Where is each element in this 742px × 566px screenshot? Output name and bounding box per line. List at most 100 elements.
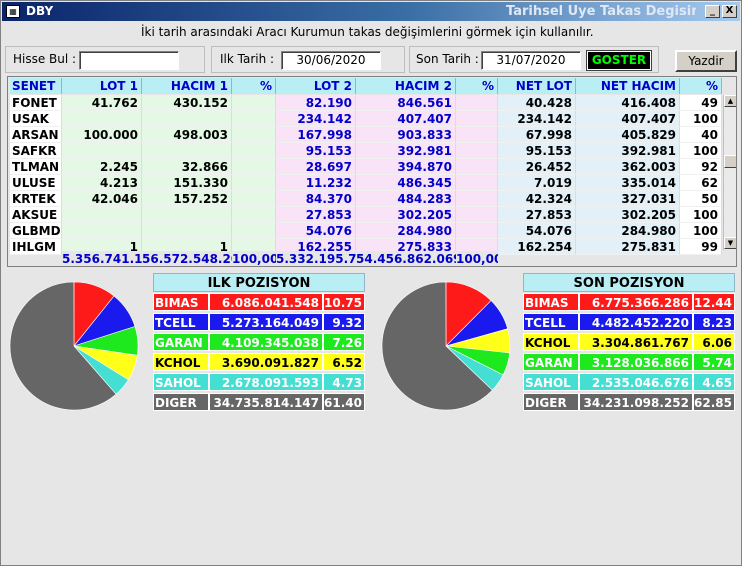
cell-netlot[interactable]: 7.019 xyxy=(498,175,576,191)
cell-lot2[interactable]: 54.076 xyxy=(276,223,356,239)
title-bar[interactable]: ▦ DBY Tarihsel Uye Takas Degisim _ X xyxy=(2,2,740,21)
grid-vertical-scrollbar[interactable]: ▲ ▼ xyxy=(723,95,736,250)
cell-pct2[interactable] xyxy=(456,159,498,175)
takas-grid[interactable]: SENET LOT 1 HACIM 1% LOT 2 HACIM 2% NET LOT NE… xyxy=(7,76,737,267)
cell-hacim2[interactable]: 486.345 xyxy=(356,175,456,191)
cell-pct1[interactable] xyxy=(232,143,276,159)
cell-senet[interactable]: KRTEK xyxy=(10,191,62,207)
cell-senet[interactable]: TLMAN xyxy=(10,159,62,175)
cell-lot2[interactable]: 95.153 xyxy=(276,143,356,159)
cell-hacim1[interactable]: 430.152 xyxy=(142,95,232,111)
cell-hacim1[interactable]: 498.003 xyxy=(142,127,232,143)
cell-lot1[interactable]: 2.245 xyxy=(62,159,142,175)
cell-hacim1[interactable] xyxy=(142,207,232,223)
hisse-search-input[interactable] xyxy=(79,51,179,70)
column-header-pct2[interactable]: % xyxy=(456,78,498,94)
cell-hacim2[interactable]: 846.561 xyxy=(356,95,456,111)
cell-netpct[interactable]: 92 xyxy=(680,159,722,175)
cell-netlot[interactable]: 234.142 xyxy=(498,111,576,127)
cell-netpct[interactable]: 40 xyxy=(680,127,722,143)
cell-senet[interactable]: FONET xyxy=(10,95,62,111)
cell-netlot[interactable]: 95.153 xyxy=(498,143,576,159)
cell-pct1[interactable] xyxy=(232,159,276,175)
cell-netlot[interactable]: 162.254 xyxy=(498,239,576,255)
cell-pct1[interactable] xyxy=(232,191,276,207)
column-header-netpct[interactable]: % xyxy=(680,78,722,94)
cell-pct1[interactable] xyxy=(232,95,276,111)
cell-senet[interactable]: ULUSE xyxy=(10,175,62,191)
scroll-up-icon[interactable]: ▲ xyxy=(724,95,736,107)
cell-lot1[interactable] xyxy=(62,223,142,239)
cell-senet[interactable]: USAK xyxy=(10,111,62,127)
yazdir-button[interactable]: Yazdir xyxy=(675,50,737,72)
cell-netlot[interactable]: 27.853 xyxy=(498,207,576,223)
cell-pct1[interactable] xyxy=(232,175,276,191)
cell-pct2[interactable] xyxy=(456,143,498,159)
cell-lot2[interactable]: 27.853 xyxy=(276,207,356,223)
cell-senet[interactable]: SAFKR xyxy=(10,143,62,159)
cell-hacim2[interactable]: 284.980 xyxy=(356,223,456,239)
cell-lot2[interactable]: 84.370 xyxy=(276,191,356,207)
cell-pct2[interactable] xyxy=(456,95,498,111)
cell-pct2[interactable] xyxy=(456,175,498,191)
cell-lot2[interactable]: 167.998 xyxy=(276,127,356,143)
cell-nethacim[interactable]: 335.014 xyxy=(576,175,680,191)
goster-button[interactable]: GOSTER xyxy=(587,51,651,70)
cell-pct1[interactable] xyxy=(232,207,276,223)
cell-hacim2[interactable]: 392.981 xyxy=(356,143,456,159)
cell-hacim1[interactable] xyxy=(142,223,232,239)
cell-netlot[interactable]: 54.076 xyxy=(498,223,576,239)
cell-lot1[interactable]: 42.046 xyxy=(62,191,142,207)
cell-netlot[interactable]: 42.324 xyxy=(498,191,576,207)
cell-lot1[interactable]: 4.213 xyxy=(62,175,142,191)
cell-hacim2[interactable]: 407.407 xyxy=(356,111,456,127)
son-tarih-field[interactable]: 31/07/2020 xyxy=(481,51,581,70)
scroll-down-icon[interactable]: ▼ xyxy=(724,237,736,249)
cell-netpct[interactable]: 99 xyxy=(680,239,722,255)
column-header-pct1[interactable]: % xyxy=(232,78,276,94)
cell-nethacim[interactable]: 275.831 xyxy=(576,239,680,255)
cell-lot1[interactable] xyxy=(62,207,142,223)
cell-senet[interactable]: GLBMD xyxy=(10,223,62,239)
cell-lot2[interactable]: 28.697 xyxy=(276,159,356,175)
column-header-lot1[interactable]: LOT 1 xyxy=(62,78,142,94)
cell-nethacim[interactable]: 392.981 xyxy=(576,143,680,159)
cell-netpct[interactable]: 62 xyxy=(680,175,722,191)
column-header-senet[interactable]: SENET xyxy=(10,78,62,94)
cell-lot1[interactable] xyxy=(62,143,142,159)
scroll-thumb[interactable] xyxy=(724,155,736,168)
cell-nethacim[interactable]: 327.031 xyxy=(576,191,680,207)
cell-senet[interactable]: AKSUE xyxy=(10,207,62,223)
cell-nethacim[interactable]: 416.408 xyxy=(576,95,680,111)
cell-lot2[interactable]: 234.142 xyxy=(276,111,356,127)
cell-netpct[interactable]: 100 xyxy=(680,143,722,159)
cell-pct1[interactable] xyxy=(232,223,276,239)
cell-netpct[interactable]: 49 xyxy=(680,95,722,111)
cell-pct1[interactable] xyxy=(232,111,276,127)
cell-pct2[interactable] xyxy=(456,191,498,207)
column-header-nethacim[interactable]: NET HACIM xyxy=(576,78,680,94)
cell-hacim1[interactable]: 151.330 xyxy=(142,175,232,191)
cell-nethacim[interactable]: 302.205 xyxy=(576,207,680,223)
cell-hacim1[interactable]: 157.252 xyxy=(142,191,232,207)
cell-lot1[interactable] xyxy=(62,111,142,127)
cell-nethacim[interactable]: 362.003 xyxy=(576,159,680,175)
cell-lot1[interactable]: 41.762 xyxy=(62,95,142,111)
cell-netlot[interactable]: 67.998 xyxy=(498,127,576,143)
cell-netpct[interactable]: 100 xyxy=(680,111,722,127)
cell-lot2[interactable]: 11.232 xyxy=(276,175,356,191)
cell-nethacim[interactable]: 284.980 xyxy=(576,223,680,239)
cell-hacim2[interactable]: 302.205 xyxy=(356,207,456,223)
cell-netpct[interactable]: 50 xyxy=(680,191,722,207)
cell-netpct[interactable]: 100 xyxy=(680,223,722,239)
cell-pct2[interactable] xyxy=(456,207,498,223)
cell-hacim2[interactable]: 394.870 xyxy=(356,159,456,175)
cell-lot2[interactable]: 82.190 xyxy=(276,95,356,111)
cell-netlot[interactable]: 40.428 xyxy=(498,95,576,111)
cell-senet[interactable]: IHLGM xyxy=(10,239,62,255)
column-header-lot2[interactable]: LOT 2 xyxy=(276,78,356,94)
cell-nethacim[interactable]: 407.407 xyxy=(576,111,680,127)
cell-hacim1[interactable] xyxy=(142,111,232,127)
cell-pct1[interactable] xyxy=(232,127,276,143)
column-header-netlot[interactable]: NET LOT xyxy=(498,78,576,94)
